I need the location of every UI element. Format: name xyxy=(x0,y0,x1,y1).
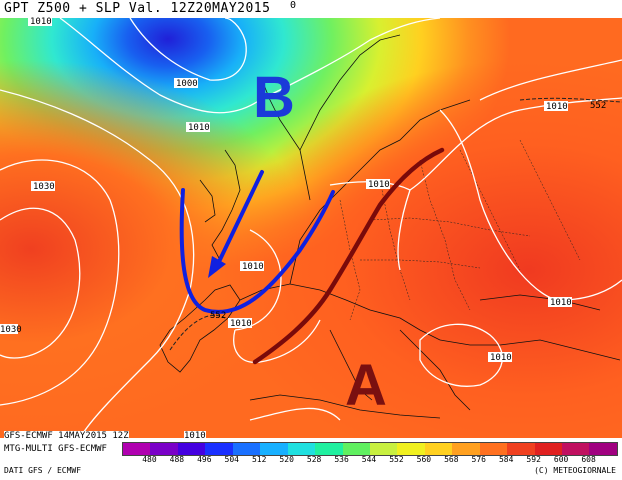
copyright-credit: (C) METEOGIORNALE xyxy=(534,466,616,475)
color-scale-swatch xyxy=(397,443,425,455)
color-scale-swatch xyxy=(369,443,398,455)
color-scale-tick-label: 600 xyxy=(553,455,569,464)
color-scale-swatch xyxy=(123,443,151,455)
svg-text:1010: 1010 xyxy=(242,262,264,272)
low-arrow-head xyxy=(208,256,226,278)
color-scale-tick-label: 584 xyxy=(498,455,514,464)
model-info: MTG-MULTI GFS-ECMWF xyxy=(4,444,107,454)
color-scale-swatch xyxy=(589,443,617,455)
color-scale-swatch xyxy=(452,443,480,455)
color-scale-swatch xyxy=(150,443,178,455)
color-scale-swatch xyxy=(342,443,370,455)
trough-axis-line xyxy=(179,188,335,314)
color-scale-swatch xyxy=(507,443,535,455)
svg-text:1010: 1010 xyxy=(368,180,390,190)
color-scale-tick-label: 536 xyxy=(334,455,349,464)
svg-text:1000: 1000 xyxy=(176,79,198,89)
svg-text:1010: 1010 xyxy=(30,17,52,27)
color-scale-swatch xyxy=(232,443,261,455)
svg-text:1030: 1030 xyxy=(33,182,55,192)
color-scale-tick-label: 552 xyxy=(389,455,404,464)
color-scale-swatch xyxy=(562,443,590,455)
color-scale-tick-label: 608 xyxy=(581,455,596,464)
borders xyxy=(339,139,581,321)
color-scale-tick-label: 488 xyxy=(169,455,185,464)
color-scale-swatch xyxy=(205,443,233,455)
corner-value: 0 xyxy=(290,0,297,11)
color-scale-tick-label: 520 xyxy=(279,455,294,464)
isobar-labels: 1010 1000 1010 1030 1010 1010 1010 1010 … xyxy=(0,16,572,363)
color-scale-swatch xyxy=(534,443,562,455)
color-scale-swatch xyxy=(424,443,453,455)
svg-text:1010: 1010 xyxy=(188,123,210,133)
svg-text:1010: 1010 xyxy=(546,102,568,112)
color-scale-tick-label: 528 xyxy=(306,455,322,464)
coastlines xyxy=(159,34,621,419)
svg-text:1010: 1010 xyxy=(230,319,252,329)
svg-text:1030: 1030 xyxy=(0,325,22,335)
map-title: GPT Z500 + SLP Val. 12Z20MAY2015 xyxy=(4,1,271,16)
color-scale-tick-label: 592 xyxy=(526,455,541,464)
color-scale-tick-label: 560 xyxy=(416,455,432,464)
color-scale-swatch xyxy=(260,443,288,455)
isobar-reference: 1010 xyxy=(184,431,206,441)
color-scale-swatch xyxy=(287,443,316,455)
svg-text:552: 552 xyxy=(590,101,606,111)
color-scale-tick-label: 544 xyxy=(361,455,377,464)
high-pressure-letter: A xyxy=(345,353,387,418)
color-scale-tick-label: 480 xyxy=(142,455,157,464)
color-scale-bar xyxy=(122,442,618,456)
data-source: DATI GFS / ECMWF xyxy=(4,466,82,475)
color-scale-tick-label: 496 xyxy=(197,455,212,464)
color-scale-swatch xyxy=(479,443,508,455)
color-scale-tick-label: 504 xyxy=(224,455,239,464)
color-scale-tick-label: 512 xyxy=(251,455,267,464)
low-pressure-letter: B xyxy=(253,65,295,130)
run-info: GFS-ECMWF 14MAY2015 12Z xyxy=(4,431,129,441)
svg-text:1010: 1010 xyxy=(550,298,572,308)
color-scale-ticks: 480 488 496 504 512 520 528 536 544 552 560 568 576 5… xyxy=(122,455,616,467)
low-arrow-shaft xyxy=(213,170,264,272)
color-scale-tick-label: 576 xyxy=(471,455,486,464)
color-scale-swatch xyxy=(315,443,343,455)
isobars xyxy=(0,17,622,439)
color-scale-tick-label: 568 xyxy=(444,455,459,464)
contour-552-labels: 552 552 xyxy=(210,101,606,321)
southeast-ridge-shading xyxy=(0,18,622,438)
ridge-axis-line xyxy=(252,147,445,365)
svg-text:1010: 1010 xyxy=(490,353,512,363)
color-scale-swatch xyxy=(177,443,206,455)
geopotential-552-contour xyxy=(169,97,622,351)
svg-text:552: 552 xyxy=(210,311,226,321)
